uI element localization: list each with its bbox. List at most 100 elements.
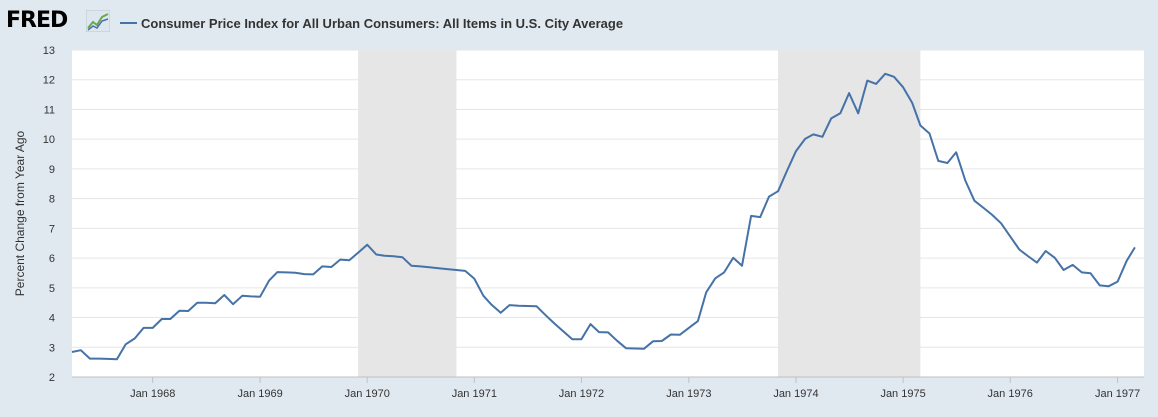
y-tick-label: 2 bbox=[49, 372, 55, 384]
data-point bbox=[937, 160, 940, 163]
data-point bbox=[714, 277, 717, 280]
data-point bbox=[857, 112, 860, 115]
data-point bbox=[580, 338, 583, 341]
data-point bbox=[392, 255, 395, 258]
data-point bbox=[830, 117, 833, 120]
recession-band bbox=[358, 50, 457, 377]
data-point bbox=[294, 271, 297, 274]
data-point bbox=[383, 254, 386, 257]
recession-band bbox=[778, 50, 921, 377]
data-point bbox=[196, 301, 199, 304]
data-point bbox=[464, 270, 467, 273]
data-point bbox=[428, 266, 431, 269]
data-point bbox=[357, 251, 360, 254]
data-point bbox=[616, 339, 619, 342]
data-point bbox=[214, 302, 217, 305]
data-point bbox=[1044, 250, 1047, 253]
data-point bbox=[973, 199, 976, 202]
data-point bbox=[366, 243, 369, 246]
recession-shading-layer bbox=[358, 50, 921, 377]
series-layer bbox=[71, 72, 1137, 361]
data-point bbox=[553, 322, 556, 325]
data-point bbox=[535, 305, 538, 308]
data-point bbox=[911, 102, 914, 105]
data-point bbox=[268, 279, 271, 282]
data-point bbox=[786, 170, 789, 173]
data-point bbox=[410, 265, 413, 268]
data-point bbox=[89, 357, 92, 360]
data-point bbox=[259, 295, 262, 298]
data-point bbox=[1098, 284, 1101, 287]
data-point bbox=[169, 318, 172, 321]
data-point bbox=[1036, 261, 1039, 264]
data-point bbox=[1000, 222, 1003, 225]
data-point bbox=[589, 323, 592, 326]
data-point bbox=[133, 337, 136, 340]
data-point bbox=[330, 266, 333, 269]
data-point bbox=[1080, 271, 1083, 274]
data-point bbox=[571, 338, 574, 341]
series-line bbox=[71, 72, 1136, 361]
plot-area bbox=[72, 50, 1144, 377]
data-point bbox=[598, 331, 601, 334]
y-tick-label: 9 bbox=[49, 164, 55, 176]
data-point bbox=[544, 314, 547, 317]
chart-header: FRED Consumer Price Index for All Urban … bbox=[0, 0, 1158, 44]
data-point bbox=[276, 271, 279, 274]
x-tick-label: Jan 1968 bbox=[130, 388, 175, 400]
y-tick-label: 4 bbox=[49, 313, 55, 325]
data-point bbox=[517, 304, 520, 307]
data-point bbox=[499, 311, 502, 314]
data-point bbox=[401, 256, 404, 259]
legend-swatch bbox=[120, 22, 137, 24]
axis-layer: 2 3 4 5 6 7 8 9 10 11 12 13 Jan 1968 Jan 1969 Jan 1970… bbox=[43, 45, 1144, 400]
data-point bbox=[759, 216, 762, 219]
data-point bbox=[919, 124, 922, 127]
data-point bbox=[142, 327, 145, 330]
x-tick-label: Jan 1972 bbox=[559, 388, 604, 400]
data-point bbox=[97, 357, 100, 360]
y-tick-label: 11 bbox=[44, 104, 55, 116]
data-point bbox=[250, 295, 253, 298]
data-point bbox=[634, 347, 637, 350]
data-point bbox=[339, 258, 342, 261]
data-point bbox=[446, 268, 449, 271]
data-point bbox=[697, 320, 700, 323]
legend[interactable]: Consumer Price Index for All Urban Consu… bbox=[120, 15, 623, 31]
y-tick-label: 3 bbox=[49, 342, 55, 354]
data-point bbox=[1026, 255, 1029, 258]
legend-series-name: Consumer Price Index for All Urban Consu… bbox=[141, 15, 624, 31]
x-tick-label: Jan 1975 bbox=[880, 388, 925, 400]
data-point bbox=[312, 273, 315, 276]
data-point bbox=[1125, 259, 1128, 262]
data-point bbox=[946, 162, 949, 165]
data-point bbox=[991, 214, 994, 217]
data-point bbox=[705, 291, 708, 294]
data-point bbox=[866, 79, 869, 82]
data-point bbox=[1009, 235, 1012, 238]
data-point bbox=[1071, 264, 1074, 267]
data-point bbox=[482, 295, 485, 298]
data-point bbox=[508, 304, 511, 307]
data-point bbox=[812, 133, 815, 136]
data-point bbox=[1134, 246, 1137, 249]
y-tick-label: 10 bbox=[43, 134, 55, 146]
data-point bbox=[848, 92, 851, 95]
data-point bbox=[1107, 285, 1110, 288]
data-point bbox=[205, 301, 208, 304]
data-point bbox=[455, 269, 458, 272]
data-point bbox=[795, 150, 798, 153]
data-point bbox=[732, 256, 735, 259]
data-point bbox=[1053, 256, 1056, 259]
fred-logo[interactable]: FRED bbox=[6, 8, 68, 33]
data-point bbox=[678, 333, 681, 336]
data-point bbox=[1116, 280, 1119, 283]
data-point bbox=[223, 294, 226, 297]
data-point bbox=[750, 215, 753, 218]
data-point bbox=[303, 273, 306, 276]
x-tick-label: Jan 1977 bbox=[1095, 388, 1140, 400]
y-tick-label: 7 bbox=[49, 223, 55, 235]
data-point bbox=[1062, 269, 1065, 272]
x-tick-label: Jan 1974 bbox=[773, 388, 818, 400]
